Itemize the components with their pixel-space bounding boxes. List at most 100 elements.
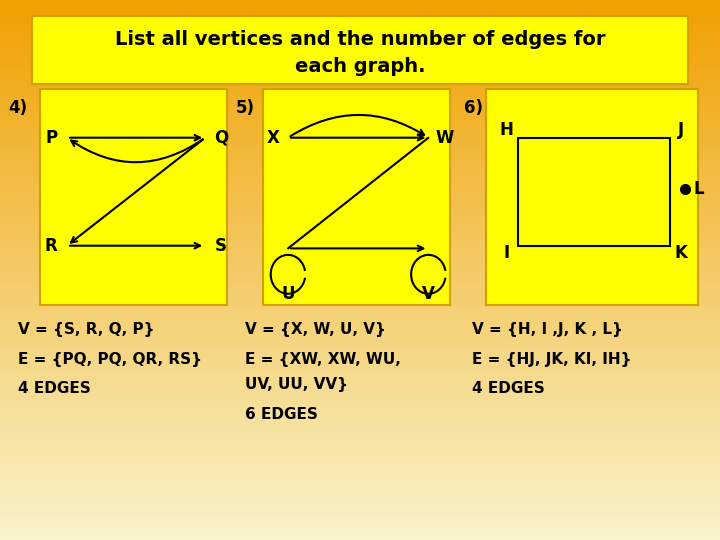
Bar [0,478,720,481]
Bar [0,308,720,310]
Bar [0,108,720,111]
Bar [0,381,720,383]
Bar [0,437,720,440]
Bar [0,505,720,508]
Bar [0,378,720,381]
Bar [0,148,720,151]
Bar [0,186,720,189]
Bar [0,346,720,348]
Bar [0,113,720,116]
Bar [0,526,720,529]
Bar [0,219,720,221]
Bar [0,116,720,119]
FancyBboxPatch shape [32,16,688,84]
Bar [0,162,720,165]
Bar [0,475,720,478]
Bar [0,167,720,170]
Bar [0,446,720,448]
Bar [0,537,720,540]
Bar [0,40,720,43]
Bar [0,140,720,143]
Bar [0,22,720,24]
Bar [0,273,720,275]
Bar [0,76,720,78]
Bar [0,500,720,502]
Bar [0,43,720,46]
Bar [0,424,720,427]
Bar [0,418,720,421]
Bar [0,132,720,135]
Bar [0,321,720,324]
Bar [0,392,720,394]
Bar [0,497,720,500]
Bar [0,462,720,464]
Text: J: J [678,121,684,139]
Bar [0,348,720,351]
Bar [0,278,720,281]
Text: 6 EDGES: 6 EDGES [245,407,318,422]
Bar [0,443,720,445]
Bar [0,62,720,65]
Text: List all vertices and the number of edges for: List all vertices and the number of edge… [114,30,606,49]
Bar [0,513,720,516]
Bar [0,68,720,70]
Text: W: W [435,129,454,147]
Text: 5): 5) [236,99,255,117]
Bar [0,211,720,213]
Bar [0,194,720,197]
Text: E = {PQ, PQ, QR, RS}: E = {PQ, PQ, QR, RS} [18,352,202,367]
Text: E = {HJ, JK, KI, IH}: E = {HJ, JK, KI, IH} [472,352,631,367]
Bar [0,467,720,470]
Text: S: S [215,237,227,255]
Bar [0,300,720,302]
Bar [0,373,720,375]
Bar [0,359,720,362]
Bar [0,143,720,146]
Bar [0,354,720,356]
Bar [0,27,720,30]
Bar [0,389,720,392]
Bar [0,338,720,340]
Bar [0,202,720,205]
Bar [0,200,720,202]
Bar [0,224,720,227]
Bar [0,111,720,113]
Bar [0,251,720,254]
Bar [0,57,720,59]
Bar [0,310,720,313]
Bar [0,327,720,329]
Bar [0,230,720,232]
Bar [0,516,720,518]
Bar [0,238,720,240]
Bar [0,524,720,526]
Bar [0,154,720,157]
Text: X: X [267,129,280,147]
Bar [0,208,720,211]
Bar [0,86,720,89]
Bar [0,494,720,497]
Bar [0,275,720,278]
Text: E = {XW, XW, WU,: E = {XW, XW, WU, [245,352,400,367]
Text: L: L [693,180,703,198]
Bar [0,281,720,284]
Bar [0,14,720,16]
Bar [0,127,720,130]
Bar [0,316,720,319]
Bar [0,284,720,286]
Bar [0,340,720,343]
Text: V = {S, R, Q, P}: V = {S, R, Q, P} [18,322,155,337]
Bar [0,78,720,81]
Bar [0,19,720,22]
Bar [0,432,720,435]
Bar [0,197,720,200]
Bar [0,470,720,472]
Bar [0,429,720,432]
Bar [0,100,720,103]
Bar [0,408,720,410]
Bar [0,410,720,413]
Bar [0,351,720,354]
Text: V: V [422,285,435,303]
Text: U: U [282,285,294,303]
Bar [0,451,720,454]
Bar [0,213,720,216]
